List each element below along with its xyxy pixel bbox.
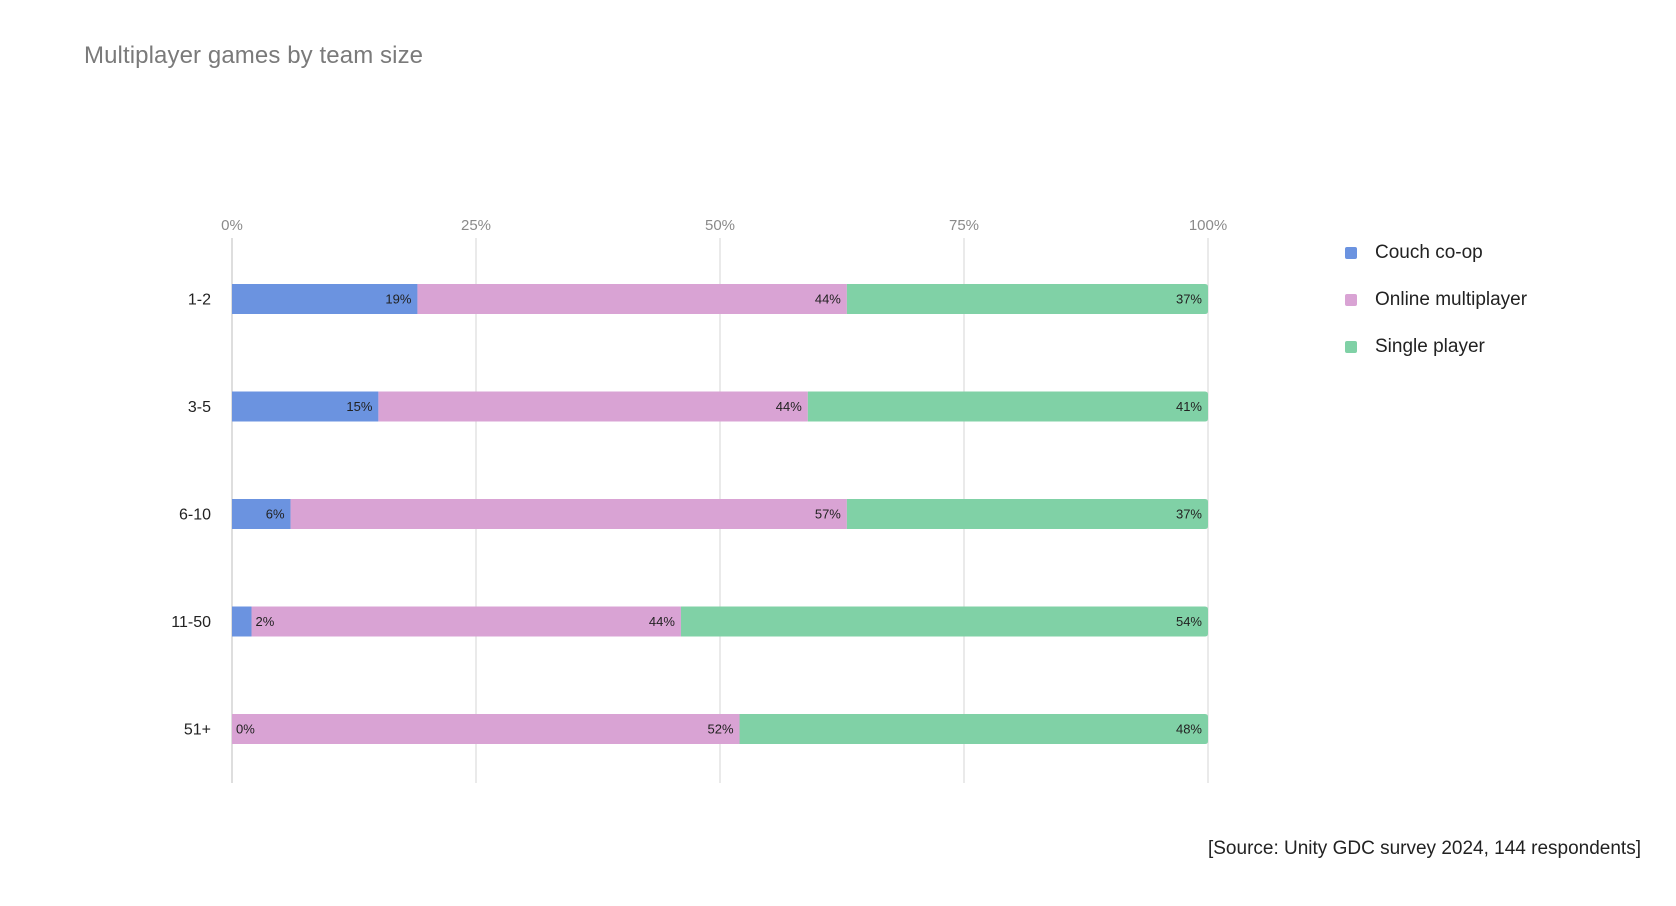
source-note: [Source: Unity GDC survey 2024, 144 resp… xyxy=(1207,838,1641,859)
legend-swatch xyxy=(1345,294,1357,306)
bar-segment xyxy=(846,284,1208,314)
x-tick-label: 0% xyxy=(221,217,243,234)
bar-segment xyxy=(232,284,418,314)
legend: Couch co-op Online multiplayer Single play… xyxy=(1345,241,1527,382)
y-axis-categories: 1-2 3-5 6-10 11-50 51+ xyxy=(171,292,211,739)
data-label: 6% xyxy=(266,507,285,522)
data-label: 57% xyxy=(815,507,841,522)
chart-title: Multiplayer games by team size xyxy=(84,42,424,69)
data-label: 0% xyxy=(236,722,255,737)
legend-label: Single player xyxy=(1375,336,1485,357)
bar-segment xyxy=(417,284,847,314)
legend-item: Online multiplayer xyxy=(1345,288,1527,312)
data-label: 15% xyxy=(346,399,372,414)
bar-segment xyxy=(232,499,291,529)
legend-swatch xyxy=(1345,341,1357,353)
data-label: 54% xyxy=(1176,614,1202,629)
x-tick-label: 75% xyxy=(949,217,979,234)
bar-segment xyxy=(846,499,1208,529)
data-label: 44% xyxy=(815,292,841,307)
category-label: 6-10 xyxy=(179,507,211,524)
x-axis-ticks: 0% 25% 50% 75% 100% xyxy=(221,217,1227,234)
bar-segment xyxy=(232,714,740,744)
bars xyxy=(232,284,1208,744)
data-label: 44% xyxy=(649,614,675,629)
bar-segment xyxy=(251,606,681,637)
category-label: 1-2 xyxy=(188,292,211,309)
bar-segment xyxy=(232,391,379,422)
bar-segment xyxy=(680,606,1208,637)
data-label: 41% xyxy=(1176,399,1202,414)
legend-label: Couch co-op xyxy=(1375,242,1483,263)
x-tick-label: 50% xyxy=(705,217,735,234)
legend-item: Single player xyxy=(1345,335,1527,359)
bar-segment xyxy=(290,499,847,529)
bar-segment xyxy=(232,606,252,637)
data-label: 2% xyxy=(256,614,275,629)
bar-segment xyxy=(378,391,808,422)
bar-segment xyxy=(807,391,1208,422)
data-label: 44% xyxy=(776,399,802,414)
data-label: 19% xyxy=(385,292,411,307)
category-label: 11-50 xyxy=(171,614,211,631)
category-label: 51+ xyxy=(184,722,211,739)
legend-item: Couch co-op xyxy=(1345,241,1527,265)
data-label: 48% xyxy=(1176,722,1202,737)
legend-label: Online multiplayer xyxy=(1375,289,1528,310)
data-label: 37% xyxy=(1176,507,1202,522)
legend-swatch xyxy=(1345,247,1357,259)
x-tick-label: 25% xyxy=(461,217,491,234)
category-label: 3-5 xyxy=(188,399,211,416)
data-label: 37% xyxy=(1176,292,1202,307)
data-labels: 19% 44% 37% 15% 44% 41% 6% 57% 37% 2% 44% 54% 0% 52% 4… xyxy=(236,292,1202,737)
data-label: 52% xyxy=(707,722,733,737)
bar-segment xyxy=(739,714,1208,744)
x-tick-label: 100% xyxy=(1189,217,1227,234)
